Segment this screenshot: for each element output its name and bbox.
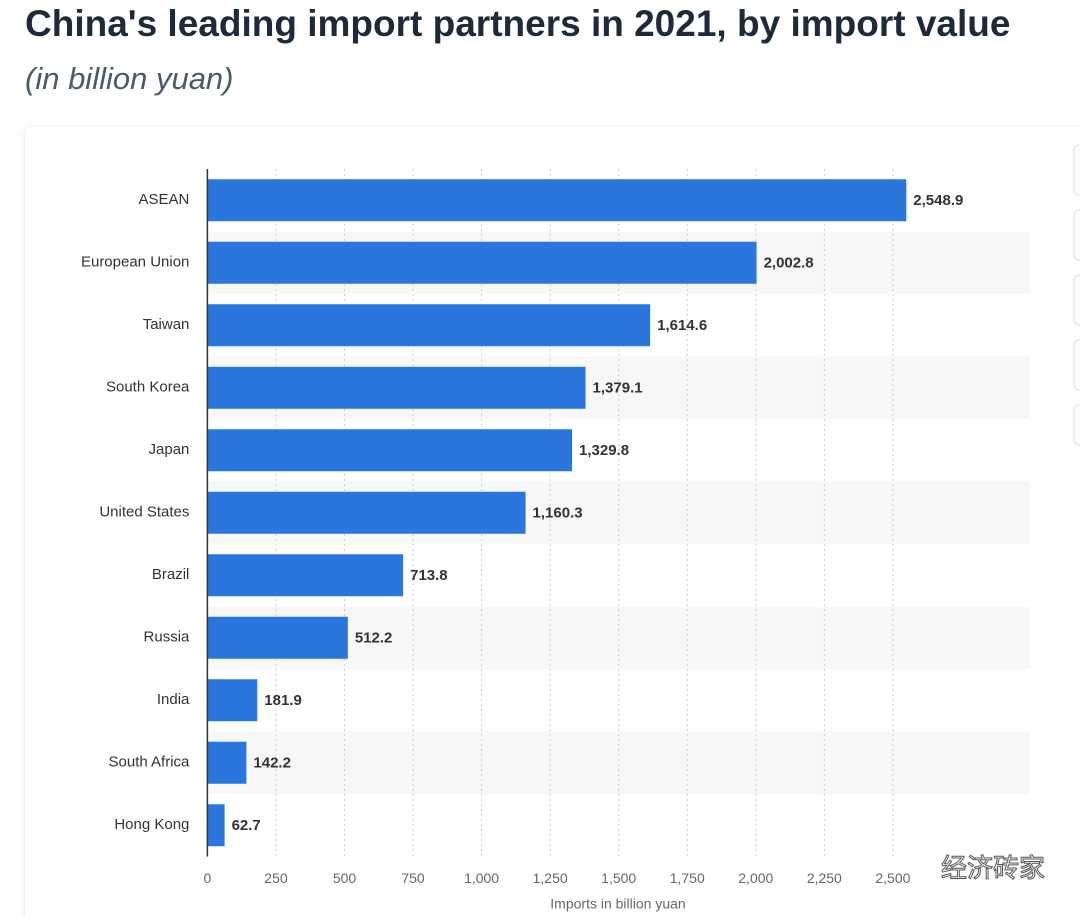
value-label: 713.8 [410,567,448,584]
y-tick-label: ASEAN [139,191,190,208]
x-axis-label: Imports in billion yuan [550,896,685,912]
value-label: 1,160.3 [533,505,583,522]
bar [207,741,247,784]
bar [207,429,573,472]
chart-title: China's leading import partners in 2021,… [25,3,1010,44]
y-tick-label: India [157,691,190,708]
x-tick-label: 750 [401,870,425,886]
value-label: 1,614.6 [657,317,707,334]
side-button[interactable] [1073,339,1080,391]
chart-subtitle: (in billion yuan) [25,61,234,96]
y-tick-label: United States [99,504,189,521]
value-label: 1,329.8 [579,442,629,459]
side-button[interactable] [1073,144,1080,196]
side-button[interactable] [1073,209,1080,261]
y-tick-label: Hong Kong [114,816,189,833]
value-label: 2,548.9 [913,192,963,209]
side-button[interactable] [1073,274,1080,326]
value-label: 62.7 [232,817,261,834]
x-tick-label: 0 [204,870,212,886]
x-tick-label: 1,750 [670,870,705,886]
row-band [207,731,1030,794]
plot: 0 250 500 750 1,000 1,250 1,500 1,750 2,000 2,250… [81,169,963,886]
value-label: 2,002.8 [764,255,814,272]
y-tick-label: South Korea [106,379,190,396]
value-label: 1,379.1 [593,380,643,397]
x-tick-label: 1,250 [533,870,568,886]
value-label: 512.2 [355,630,393,647]
value-label: 181.9 [264,692,302,709]
bar [207,366,586,409]
y-tick-label: Taiwan [143,316,190,333]
bar [207,491,526,534]
x-tick-label: 1,000 [464,870,499,886]
y-tick-label: South Africa [109,754,191,771]
x-tick-label: 500 [333,870,357,886]
x-tick-label: 2,250 [807,870,842,886]
bar [207,241,757,284]
watermark: 经济砖家 [941,853,1045,883]
y-tick-label: European Union [81,254,189,271]
bar [207,179,907,222]
x-tick-label: 250 [264,870,288,886]
x-tick-label: 2,000 [738,870,773,886]
y-tick-label: Brazil [152,566,190,583]
y-tick-label: Japan [149,441,190,458]
value-label: 142.2 [253,755,291,772]
y-tick-label: Russia [144,629,191,646]
bar [207,554,404,597]
bar [207,679,258,722]
bar [207,616,348,659]
bar [207,804,225,847]
bar [207,304,651,347]
x-tick-label: 2,500 [875,870,910,886]
x-tick-label: 1,500 [601,870,636,886]
side-button[interactable] [1073,404,1080,446]
